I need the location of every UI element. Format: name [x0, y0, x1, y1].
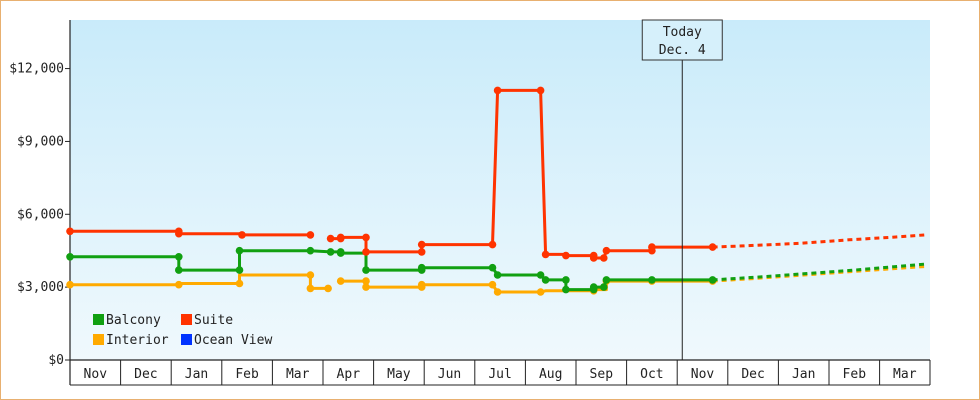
data-point-suite[interactable]	[417, 248, 426, 256]
data-point-interior[interactable]	[175, 280, 183, 289]
today-date: Dec. 4	[659, 43, 706, 58]
legend-label-suite: Suite	[194, 313, 233, 328]
data-point-interior[interactable]	[536, 288, 545, 296]
legend-label-ocean-view: Ocean View	[194, 333, 272, 348]
y-tick-label: $3,000	[17, 280, 64, 295]
data-point-suite[interactable]	[493, 86, 502, 95]
legend-label-balcony: Balcony	[106, 313, 161, 328]
x-tick-label: May	[387, 367, 411, 382]
x-tick-label: Jul	[488, 367, 511, 382]
y-axis: $0 $3,000 $6,000 $9,000 $12,000	[9, 20, 71, 385]
data-point-interior[interactable]	[362, 283, 370, 291]
data-point-suite[interactable]	[66, 227, 74, 236]
data-point-suite[interactable]	[238, 231, 246, 239]
series-layer	[66, 86, 926, 296]
x-tick-label: Apr	[337, 367, 361, 382]
data-point-balcony[interactable]	[488, 263, 497, 272]
data-point-suite[interactable]	[362, 248, 370, 256]
data-point-interior[interactable]	[493, 288, 502, 296]
data-point-interior[interactable]	[306, 284, 315, 293]
x-tick-label: Mar	[286, 367, 310, 382]
data-point-interior[interactable]	[336, 277, 345, 285]
series-line-suite	[70, 229, 311, 237]
data-point-suite[interactable]	[417, 240, 426, 249]
data-point-balcony[interactable]	[326, 248, 335, 256]
data-point-suite[interactable]	[602, 246, 611, 255]
data-point-balcony[interactable]	[600, 283, 608, 291]
data-point-balcony[interactable]	[175, 252, 183, 261]
data-point-balcony[interactable]	[235, 246, 244, 255]
data-point-balcony[interactable]	[708, 276, 717, 284]
data-point-suite[interactable]	[175, 229, 183, 238]
data-point-balcony[interactable]	[602, 276, 611, 284]
data-point-suite[interactable]	[541, 250, 550, 259]
data-point-balcony[interactable]	[66, 252, 74, 261]
x-tick-label: Jun	[438, 367, 461, 382]
data-point-interior[interactable]	[306, 271, 315, 279]
x-tick-label: Dec	[134, 367, 157, 382]
y-tick-label: $0	[48, 353, 64, 368]
data-point-balcony[interactable]	[493, 271, 502, 279]
legend-swatch-suite	[181, 314, 192, 325]
data-point-suite[interactable]	[648, 243, 656, 251]
series-balcony	[66, 246, 926, 294]
x-tick-label: Sep	[590, 367, 614, 382]
series-suite	[66, 86, 926, 262]
x-tick-label: Aug	[539, 367, 562, 382]
data-point-suite[interactable]	[562, 251, 570, 260]
legend-swatch-balcony	[93, 314, 104, 325]
legend: Balcony Suite Interior Ocean View	[93, 313, 272, 348]
x-tick-label: Mar	[893, 367, 917, 382]
data-point-balcony[interactable]	[235, 266, 244, 274]
x-tick-label: Feb	[843, 367, 867, 382]
x-tick-label: Dec	[741, 367, 764, 382]
data-point-suite[interactable]	[336, 233, 345, 242]
data-point-balcony[interactable]	[589, 283, 598, 291]
x-axis: Nov Dec Jan Feb Mar Apr May Jun Jul Aug Sep Oct Nov D…	[69, 359, 931, 386]
y-tick-label: $6,000	[17, 207, 64, 222]
data-point-suite[interactable]	[708, 243, 717, 251]
data-point-suite[interactable]	[326, 234, 335, 243]
x-tick-label: Jan	[185, 367, 208, 382]
data-point-suite[interactable]	[362, 233, 370, 242]
data-point-interior[interactable]	[324, 284, 332, 293]
legend-swatch-ocean-view	[181, 334, 192, 345]
data-point-balcony[interactable]	[336, 249, 345, 257]
x-tick-label: Nov	[84, 367, 108, 382]
data-point-balcony[interactable]	[562, 276, 570, 284]
data-point-balcony[interactable]	[536, 271, 545, 279]
today-box	[641, 19, 723, 61]
legend-label-interior: Interior	[106, 333, 169, 348]
y-tick-label: $9,000	[17, 134, 64, 149]
today-marker: Today Dec. 4	[641, 19, 723, 360]
data-point-balcony[interactable]	[417, 263, 426, 272]
data-point-balcony[interactable]	[648, 276, 656, 284]
data-point-suite[interactable]	[600, 254, 608, 262]
data-point-interior[interactable]	[362, 277, 370, 285]
plot-area	[70, 20, 930, 360]
x-tick-label: Jan	[792, 367, 815, 382]
legend-swatch-interior	[93, 334, 104, 345]
x-tick-label: Oct	[640, 367, 663, 382]
data-point-suite[interactable]	[488, 240, 497, 249]
data-point-balcony[interactable]	[362, 266, 370, 274]
series-projection-balcony	[712, 262, 926, 282]
data-point-balcony[interactable]	[306, 246, 315, 255]
data-point-interior[interactable]	[488, 280, 497, 289]
data-point-suite[interactable]	[589, 254, 598, 262]
data-point-balcony[interactable]	[562, 285, 570, 294]
x-tick-label: Feb	[235, 367, 259, 382]
data-point-interior[interactable]	[417, 280, 426, 289]
data-point-balcony[interactable]	[175, 266, 183, 274]
today-label: Today	[663, 25, 702, 40]
data-point-balcony[interactable]	[541, 276, 550, 284]
series-projection-suite	[712, 233, 926, 249]
x-tick-label: Nov	[691, 367, 715, 382]
y-tick-label: $12,000	[9, 62, 64, 77]
data-point-interior[interactable]	[235, 279, 244, 288]
data-point-interior[interactable]	[66, 280, 74, 289]
data-point-suite[interactable]	[536, 86, 545, 95]
data-point-suite[interactable]	[306, 231, 315, 239]
